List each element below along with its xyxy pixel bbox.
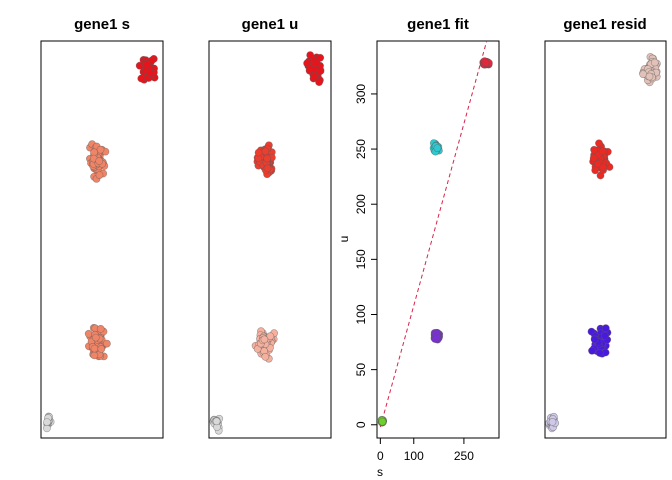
data-point: [143, 60, 151, 69]
y-tick-label: 150: [354, 249, 368, 269]
data-point: [103, 339, 111, 348]
data-point: [43, 418, 51, 426]
fit-layer: [379, 40, 488, 428]
panel-title: gene1 s: [74, 16, 130, 33]
data-point: [90, 344, 99, 353]
points-layer: [545, 53, 661, 433]
data-point: [91, 333, 100, 342]
data-point: [96, 324, 105, 333]
data-point: [590, 335, 599, 344]
data-point: [306, 51, 315, 59]
data-point: [263, 154, 272, 163]
data-point: [84, 329, 93, 338]
data-point: [481, 58, 490, 67]
data-point: [312, 59, 321, 67]
y-tick-label: 50: [354, 363, 368, 377]
data-point: [548, 417, 557, 426]
data-point: [266, 332, 275, 341]
data-point: [212, 417, 221, 426]
data-point: [95, 157, 104, 165]
data-point: [589, 154, 598, 162]
x-tick-label: 250: [454, 449, 474, 463]
data-point: [316, 53, 325, 62]
data-point: [263, 164, 272, 173]
y-tick-label: 250: [354, 139, 368, 159]
panel-gene1-resid: gene1 resid: [544, 16, 667, 439]
panel-gene1-u: gene1 u: [208, 16, 332, 439]
data-point: [595, 139, 603, 148]
data-point: [315, 78, 323, 86]
data-point: [97, 344, 106, 353]
data-point: [90, 351, 99, 360]
data-point: [598, 147, 607, 156]
data-point: [254, 148, 263, 157]
data-point: [650, 58, 659, 67]
data-point: [432, 334, 441, 342]
data-point: [261, 147, 270, 156]
plot-box: [544, 40, 667, 439]
y-tick-label: 0: [354, 421, 368, 428]
plot-box: [376, 40, 500, 439]
points-layer: [377, 57, 493, 427]
panel-title: gene1 u: [242, 16, 299, 33]
data-point: [595, 349, 604, 357]
data-point: [601, 324, 610, 333]
data-point: [261, 352, 270, 361]
data-point: [590, 145, 598, 154]
x-axis-label: s: [377, 465, 383, 479]
x-tick-label: 0: [377, 449, 384, 463]
panel-gene1-s: gene1 s: [40, 16, 164, 439]
plot-box: [40, 40, 164, 439]
data-point: [137, 74, 146, 83]
points-layer: [209, 51, 325, 435]
plot-box: [208, 40, 332, 439]
panel-gene1-fit: gene1 fit 0 100 250 0 50 100 150 200 250 300 s u: [337, 16, 500, 479]
x-axis: 0 100 250: [377, 437, 474, 463]
data-point: [588, 346, 596, 355]
data-point: [433, 144, 442, 152]
y-tick-label: 100: [354, 304, 368, 324]
y-tick-label: 200: [354, 194, 368, 214]
panel-title: gene1 resid: [563, 16, 646, 33]
data-point: [601, 331, 609, 340]
data-point: [645, 72, 654, 81]
data-point: [599, 163, 608, 172]
data-point: [95, 171, 104, 179]
panel-title: gene1 fit: [407, 16, 469, 33]
points-layer: [43, 55, 159, 433]
y-axis-label: u: [337, 236, 351, 243]
data-point: [316, 67, 325, 75]
y-axis: 0 50 100 150 200 250 300: [354, 84, 378, 428]
data-point: [260, 335, 269, 344]
data-point: [145, 69, 154, 77]
x-tick-label: 100: [404, 449, 424, 463]
fit-line: [379, 40, 488, 428]
y-tick-label: 300: [354, 84, 368, 104]
data-point: [378, 417, 387, 426]
